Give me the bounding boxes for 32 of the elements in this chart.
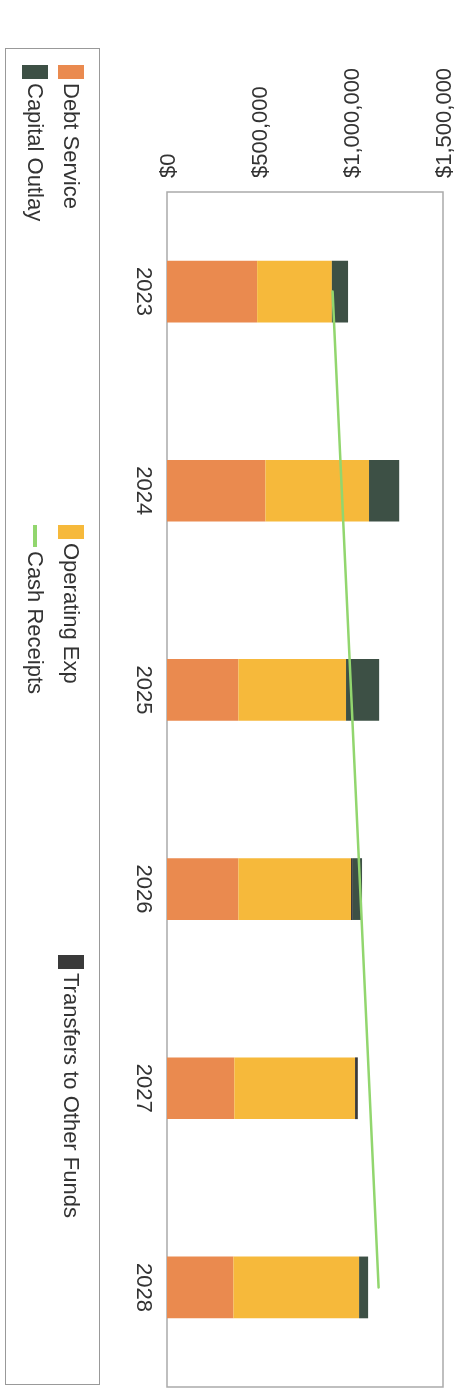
bar <box>331 260 349 323</box>
legend-label: Debt Service <box>58 83 85 209</box>
bar <box>234 1057 356 1120</box>
bar <box>167 1057 235 1120</box>
y-tick-label: 2026 <box>131 864 157 914</box>
bar <box>238 659 347 721</box>
legend-label: Capital Outlay <box>22 83 49 222</box>
legend-label: Cash Receipts <box>22 551 49 695</box>
bar <box>167 1256 234 1319</box>
bar <box>233 1256 360 1319</box>
y-tick-label: 2024 <box>131 466 157 516</box>
bar <box>167 459 266 522</box>
x-tick-label: $1,500,000 <box>430 67 456 178</box>
bar <box>355 1057 358 1120</box>
bar <box>346 659 380 721</box>
bar <box>257 260 332 323</box>
bar <box>369 459 400 522</box>
x-tick-label: $0 <box>154 153 180 178</box>
legend-label: Transfers to Other Funds <box>58 973 85 1218</box>
x-tick-label: $500,000 <box>246 86 272 178</box>
bar <box>238 858 351 920</box>
y-tick-label: 2028 <box>131 1262 157 1312</box>
bar <box>167 858 239 920</box>
bar <box>167 659 239 721</box>
y-tick-label: 2023 <box>131 267 157 317</box>
bar <box>265 459 370 522</box>
y-tick-label: 2025 <box>131 665 157 715</box>
x-tick-label: $1,000,000 <box>338 67 364 178</box>
bar <box>359 1256 369 1319</box>
bar <box>167 260 258 323</box>
y-tick-label: 2027 <box>131 1063 157 1113</box>
legend-label: Operating Exp <box>58 543 85 684</box>
